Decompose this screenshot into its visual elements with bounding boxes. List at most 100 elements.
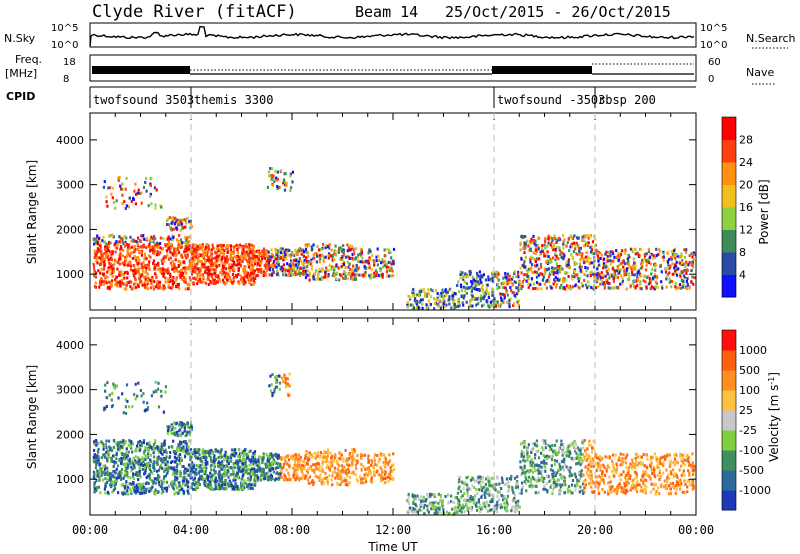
echo-cell bbox=[193, 476, 196, 480]
echo-cell bbox=[286, 478, 289, 482]
echo-cell bbox=[461, 294, 464, 298]
echo-cell bbox=[297, 260, 300, 264]
echo-cell bbox=[208, 255, 211, 259]
echo-cell bbox=[151, 237, 155, 241]
echo-cell bbox=[243, 268, 246, 272]
echo-cell bbox=[173, 216, 176, 220]
echo-cell bbox=[94, 439, 98, 442]
echo-cell bbox=[98, 463, 101, 467]
echo-cell bbox=[166, 471, 169, 475]
echo-cell bbox=[233, 474, 236, 478]
echo-cell bbox=[497, 278, 500, 282]
echo-cell bbox=[141, 263, 144, 266]
echo-cell bbox=[277, 186, 281, 189]
echo-cell bbox=[333, 470, 336, 474]
echo-cell bbox=[344, 277, 347, 281]
echo-cell bbox=[133, 254, 136, 258]
echo-cell bbox=[333, 258, 336, 262]
echo-cell bbox=[643, 257, 646, 261]
echo-cell bbox=[245, 270, 248, 274]
echo-cell bbox=[537, 247, 540, 251]
echo-cell bbox=[139, 280, 142, 284]
echo-cell bbox=[120, 273, 123, 277]
echo-cell bbox=[154, 266, 157, 270]
echo-cell bbox=[148, 476, 151, 480]
echo-cell bbox=[220, 268, 223, 271]
echo-cell bbox=[296, 265, 299, 269]
echo-cell bbox=[204, 268, 207, 272]
echo-cell bbox=[151, 485, 154, 489]
echo-cell bbox=[368, 264, 371, 268]
echo-cell bbox=[216, 449, 219, 453]
echo-cell bbox=[215, 255, 218, 259]
echo-cell bbox=[219, 456, 222, 460]
echo-cell bbox=[608, 274, 611, 278]
echo-cell bbox=[526, 239, 529, 243]
echo-cell bbox=[107, 258, 110, 262]
echo-cell bbox=[204, 463, 207, 467]
echo-cell bbox=[146, 237, 149, 240]
echo-cell bbox=[340, 480, 343, 484]
echo-cell bbox=[359, 252, 362, 256]
echo-cell bbox=[168, 456, 171, 460]
echo-cell bbox=[654, 256, 657, 260]
echo-cell bbox=[239, 243, 242, 247]
echo-cell bbox=[256, 475, 259, 479]
echo-cell bbox=[615, 249, 618, 253]
echo-cell bbox=[313, 272, 316, 276]
ytick-label: 3000 bbox=[56, 179, 84, 192]
echo-cell bbox=[174, 258, 177, 262]
echo-cell bbox=[186, 445, 189, 449]
echo-cell bbox=[679, 274, 682, 278]
echo-cell bbox=[172, 487, 176, 491]
echo-cell bbox=[242, 248, 245, 252]
echo-cell bbox=[162, 267, 165, 271]
echo-cell bbox=[155, 263, 158, 267]
echo-cell bbox=[257, 274, 260, 278]
nave-tick-bottom: 0 bbox=[708, 74, 714, 85]
echo-cell bbox=[195, 250, 198, 254]
echo-cell bbox=[215, 264, 218, 268]
echo-cell bbox=[141, 456, 144, 460]
echo-cell bbox=[210, 256, 213, 260]
echo-cell bbox=[248, 463, 251, 467]
echo-cell bbox=[138, 458, 141, 462]
echo-cell bbox=[169, 279, 173, 282]
echo-cell bbox=[392, 247, 396, 251]
echo-cell bbox=[411, 307, 414, 311]
echo-cell bbox=[232, 478, 235, 482]
echo-cell bbox=[161, 487, 164, 491]
echo-cell bbox=[212, 267, 215, 271]
echo-cell bbox=[504, 272, 507, 275]
echo-cell bbox=[108, 261, 111, 265]
echo-cell bbox=[125, 453, 128, 457]
echo-cell bbox=[331, 483, 334, 487]
echo-cell bbox=[175, 465, 178, 469]
echo-cell bbox=[104, 491, 107, 495]
echo-cell bbox=[258, 455, 261, 459]
echo-cell bbox=[570, 285, 573, 289]
echo-cell bbox=[673, 266, 676, 270]
echo-cell bbox=[132, 477, 135, 480]
echo-cell bbox=[625, 287, 628, 291]
echo-cell bbox=[173, 460, 177, 464]
echo-cell bbox=[471, 281, 474, 285]
echo-cell bbox=[192, 276, 195, 280]
colorbar-tick-label: 4 bbox=[739, 269, 746, 282]
echo-cell bbox=[524, 255, 527, 259]
echo-cell bbox=[383, 248, 386, 252]
echo-cell bbox=[532, 239, 535, 242]
echo-cell bbox=[108, 268, 111, 272]
echo-cell bbox=[132, 196, 135, 200]
echo-cell bbox=[519, 266, 522, 270]
echo-cell bbox=[283, 456, 286, 460]
echo-cell bbox=[350, 455, 353, 459]
echo-cell bbox=[266, 185, 269, 189]
echo-cell bbox=[96, 247, 99, 251]
echo-cell bbox=[503, 286, 506, 290]
echo-cell bbox=[598, 273, 601, 277]
echo-cell bbox=[433, 297, 436, 301]
echo-cell bbox=[355, 247, 358, 251]
echo-cell bbox=[153, 469, 156, 472]
